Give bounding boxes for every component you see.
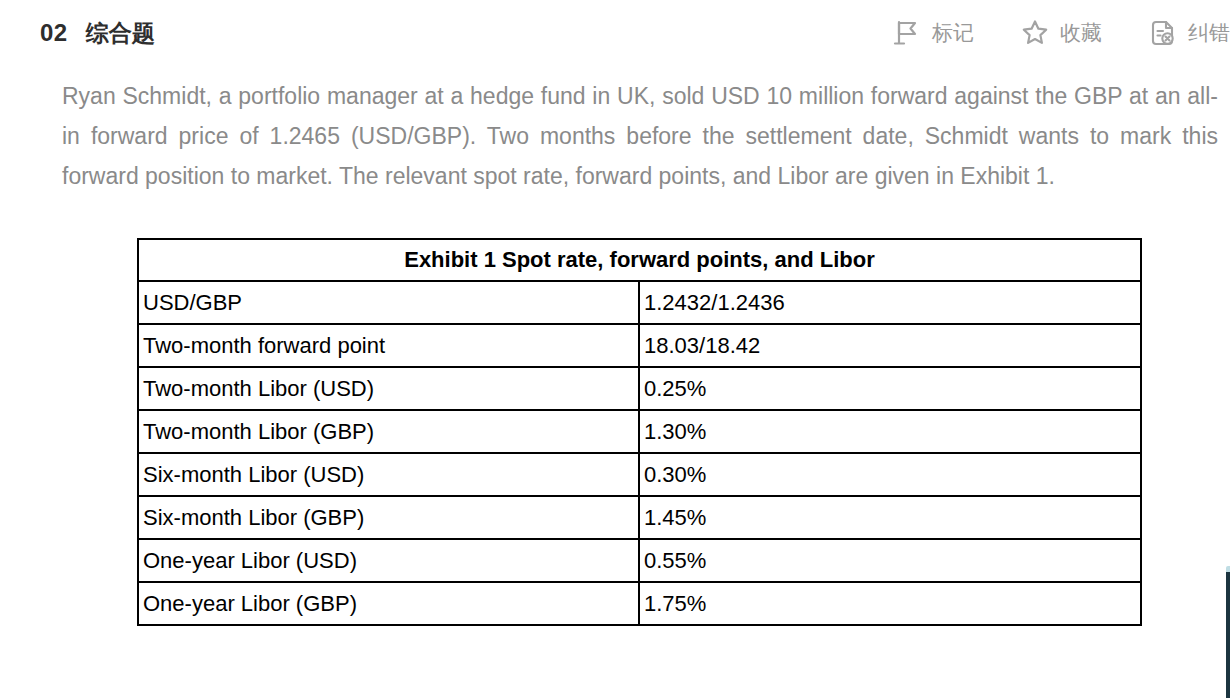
- question-heading: 02 综合题: [40, 18, 155, 49]
- question-type-title: 综合题: [86, 18, 155, 49]
- document-error-icon: [1148, 18, 1178, 48]
- table-row: One-year Libor (USD)0.55%: [138, 539, 1141, 582]
- row-value: 0.25%: [639, 367, 1141, 410]
- header-actions: 标记 收藏: [892, 18, 1230, 48]
- row-value: 18.03/18.42: [639, 324, 1141, 367]
- flag-icon: [892, 18, 922, 48]
- exhibit-table-title-row: Exhibit 1 Spot rate, forward points, and…: [138, 239, 1141, 281]
- row-label: Two-month Libor (GBP): [138, 410, 639, 453]
- row-label: Two-month Libor (USD): [138, 367, 639, 410]
- report-error-label: 纠错: [1188, 19, 1230, 47]
- right-edge-panel-cap: [1226, 566, 1230, 572]
- report-error-button[interactable]: 纠错: [1148, 18, 1230, 48]
- exhibit-table: Exhibit 1 Spot rate, forward points, and…: [137, 238, 1142, 626]
- favorite-label: 收藏: [1060, 19, 1102, 47]
- question-stem: Ryan Schmidt, a portfolio manager at a h…: [62, 76, 1218, 196]
- exhibit-table-title: Exhibit 1 Spot rate, forward points, and…: [138, 239, 1141, 281]
- row-label: Six-month Libor (USD): [138, 453, 639, 496]
- row-value: 0.30%: [639, 453, 1141, 496]
- row-value: 1.2432/1.2436: [639, 281, 1141, 324]
- mark-label: 标记: [932, 19, 974, 47]
- row-label: Six-month Libor (GBP): [138, 496, 639, 539]
- right-edge-panel-strip[interactable]: [1226, 570, 1230, 698]
- header-bar: 02 综合题 标记 收藏: [0, 0, 1230, 52]
- exhibit-table-body: USD/GBP1.2432/1.2436Two-month forward po…: [138, 281, 1141, 625]
- row-label: Two-month forward point: [138, 324, 639, 367]
- question-page: 02 综合题 标记 收藏: [0, 0, 1230, 698]
- table-row: USD/GBP1.2432/1.2436: [138, 281, 1141, 324]
- row-label: One-year Libor (USD): [138, 539, 639, 582]
- row-value: 0.55%: [639, 539, 1141, 582]
- row-value: 1.75%: [639, 582, 1141, 625]
- row-label: USD/GBP: [138, 281, 639, 324]
- table-row: One-year Libor (GBP)1.75%: [138, 582, 1141, 625]
- question-number: 02: [40, 19, 68, 47]
- table-row: Two-month Libor (USD)0.25%: [138, 367, 1141, 410]
- table-row: Two-month Libor (GBP)1.30%: [138, 410, 1141, 453]
- row-label: One-year Libor (GBP): [138, 582, 639, 625]
- mark-button[interactable]: 标记: [892, 18, 974, 48]
- table-row: Six-month Libor (GBP)1.45%: [138, 496, 1141, 539]
- star-icon: [1020, 18, 1050, 48]
- row-value: 1.30%: [639, 410, 1141, 453]
- favorite-button[interactable]: 收藏: [1020, 18, 1102, 48]
- table-row: Six-month Libor (USD)0.30%: [138, 453, 1141, 496]
- table-row: Two-month forward point18.03/18.42: [138, 324, 1141, 367]
- row-value: 1.45%: [639, 496, 1141, 539]
